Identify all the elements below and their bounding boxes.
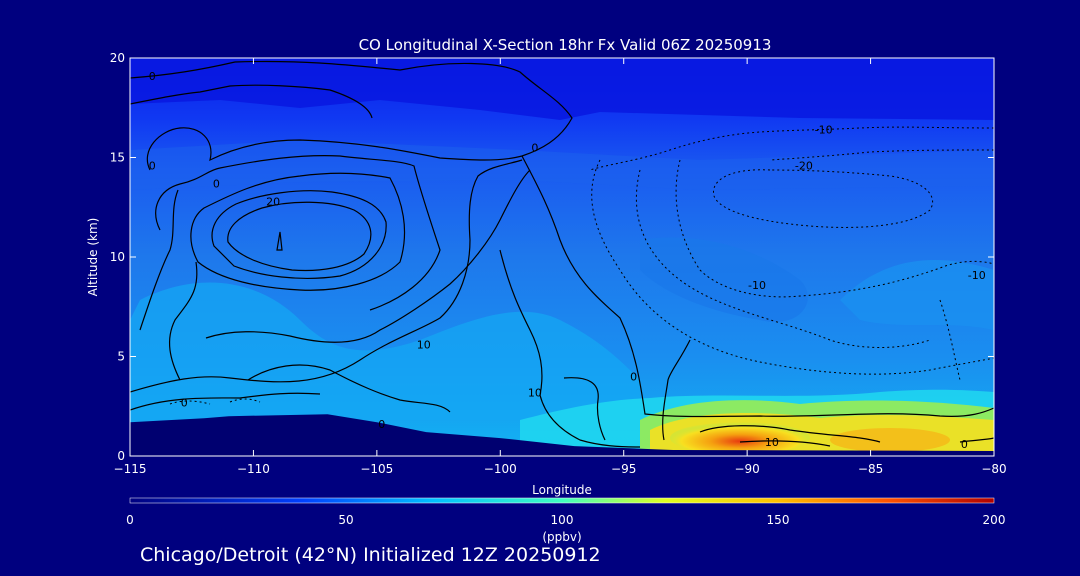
contour-value-label: 0 (213, 177, 220, 190)
y-tick-label: 20 (110, 51, 125, 65)
contour-line (229, 398, 261, 403)
contour-line (699, 425, 881, 443)
contour-line (205, 169, 531, 343)
footer-text: Chicago/Detroit (42°N) Initialized 12Z 2… (140, 544, 601, 566)
plot-area: 0 0 0 20 0 10 0 0 10 0 -10 -20 -10 -10 10 0 (130, 58, 994, 456)
colorbar-unit-label: (ppbv) (542, 530, 581, 544)
contour-line (146, 127, 523, 171)
contour-value-label: 0 (149, 159, 156, 172)
contour-line (227, 201, 372, 272)
x-tick-label: −95 (611, 462, 636, 476)
colorbar-tick-label: 100 (551, 513, 574, 527)
colorbar-tick-label: 200 (983, 513, 1006, 527)
contour-value-label: -10 (815, 124, 833, 137)
co-field-bl-hotspot (670, 422, 810, 454)
contour-line (713, 169, 933, 228)
contour-value-label: 0 (961, 438, 968, 451)
co-field-mid-left (130, 282, 640, 420)
contour-line (939, 299, 961, 381)
x-axis-label: Longitude (532, 483, 592, 497)
y-tick-label: 5 (117, 350, 125, 364)
contour-value-label: 0 (531, 142, 538, 155)
chart-title: CO Longitudinal X-Section 18hr Fx Valid … (359, 36, 772, 54)
x-tick-label: −110 (237, 462, 270, 476)
contour-value-label: 0 (378, 418, 385, 431)
colorbar-tick-label: 0 (126, 513, 134, 527)
x-tick-label: −115 (114, 462, 147, 476)
contour-line (563, 377, 606, 441)
contour-line (139, 189, 179, 331)
contour-line (662, 339, 691, 441)
contour-line (769, 149, 994, 161)
contour-value-label: 0 (149, 70, 156, 83)
contour-line (169, 400, 211, 405)
co-field-midband (130, 140, 994, 190)
y-axis-label: Altitude (km) (86, 218, 100, 297)
contour-line (959, 437, 994, 443)
colorbar-ticks: 0 50 100 150 200 (126, 513, 1005, 527)
contour-value-label: 10 (528, 386, 542, 399)
contour-line (499, 249, 641, 448)
co-field-low-upper (130, 58, 994, 120)
colorbar-tick-label: 150 (767, 513, 790, 527)
x-tick-label: −80 (981, 462, 1006, 476)
colorbar-tick-label: 50 (338, 513, 353, 527)
x-tick-label: −105 (360, 462, 393, 476)
contour-labels: 0 0 0 20 0 10 0 0 10 0 -10 -20 -10 -10 10 0 (149, 70, 986, 451)
terrain-mask (130, 414, 994, 456)
contour-line (247, 364, 451, 413)
y-tick-label: 0 (117, 449, 125, 463)
co-field-mid-right (840, 260, 994, 330)
contour-value-label: 0 (181, 396, 188, 409)
contour-line (155, 155, 441, 311)
co-field-bl-orange (830, 428, 950, 452)
contour-line (739, 440, 831, 447)
x-tick-label: −85 (858, 462, 883, 476)
contour-line (130, 159, 523, 393)
contour-line (130, 60, 573, 157)
contour-line (130, 84, 373, 119)
contour-value-label: 20 (266, 195, 280, 208)
positive-contours (130, 60, 994, 448)
contour-value-label: -10 (968, 269, 986, 282)
x-axis: −115 −110 −105 −100 −95 −90 −85 −80 (114, 58, 1007, 476)
contour-line (190, 172, 406, 291)
negative-contours (169, 126, 994, 405)
x-tick-label: −90 (734, 462, 759, 476)
contour-line (521, 155, 994, 418)
contour-value-label: 10 (765, 436, 779, 449)
co-field-mid-center (640, 237, 808, 322)
contour-value-label: 10 (417, 339, 431, 352)
contour-line (675, 159, 994, 298)
contour-value-label: -10 (748, 279, 766, 292)
y-tick-label: 15 (110, 151, 125, 165)
contour-line (276, 231, 283, 251)
y-tick-label: 10 (110, 250, 125, 264)
contour-line (169, 261, 198, 381)
contour-value-label: -20 (795, 159, 813, 172)
contour-line (591, 159, 994, 375)
y-axis: 0 5 10 15 20 (110, 51, 994, 463)
contour-value-label: 0 (630, 370, 637, 383)
contour-line (130, 392, 321, 411)
x-tick-label: −100 (484, 462, 517, 476)
colorbar (129, 497, 995, 504)
contour-line (211, 190, 387, 279)
